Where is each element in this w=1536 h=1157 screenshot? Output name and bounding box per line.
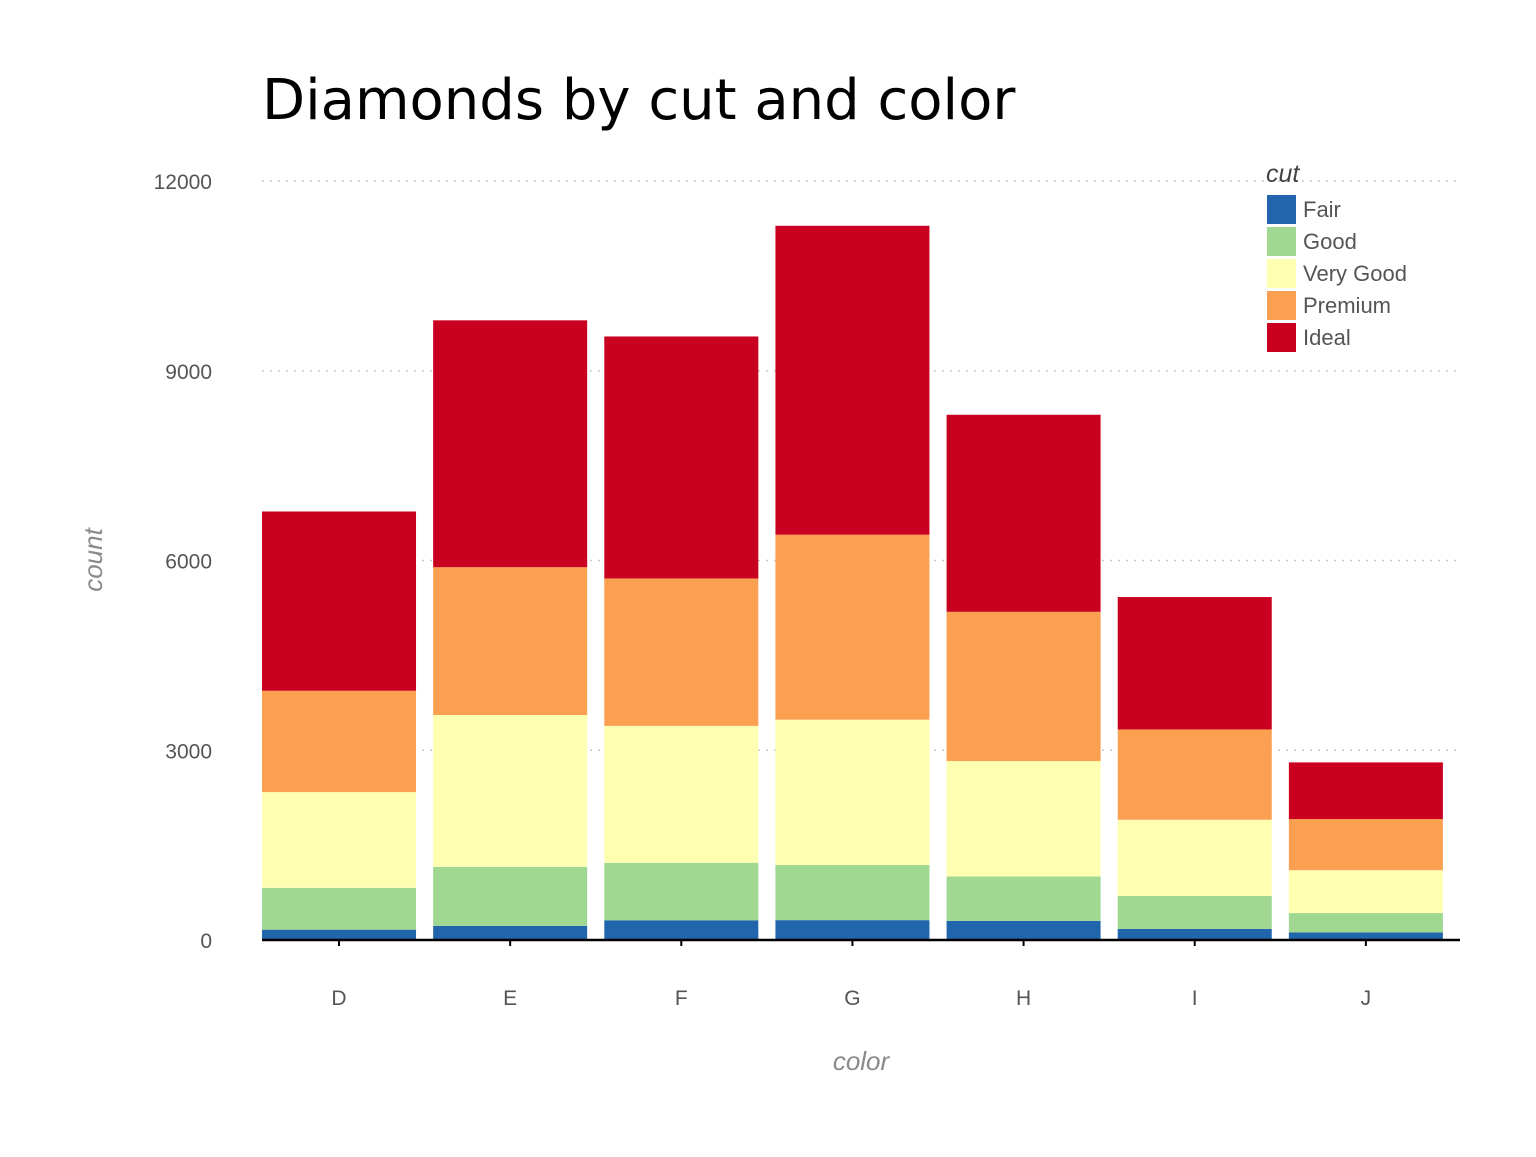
bar-segment	[775, 534, 930, 720]
bar-segment	[262, 792, 417, 888]
bar-segment	[604, 578, 759, 726]
bar-segment	[433, 567, 588, 716]
legend-label: Premium	[1303, 293, 1391, 318]
y-tick-label: 0	[200, 930, 212, 953]
legend-label: Very Good	[1303, 261, 1407, 286]
y-tick-label: 3000	[165, 740, 212, 763]
bar-segment	[946, 414, 1101, 612]
chart-title: Diamonds by cut and color	[262, 68, 1016, 133]
y-axis-title: count	[78, 526, 108, 591]
bar-segment	[604, 725, 759, 863]
legend-label: Good	[1303, 229, 1357, 254]
x-tick-label: J	[1361, 987, 1372, 1010]
bar-segment	[1117, 928, 1272, 940]
axes: 0 3000 6000 9000 12000 D E F G H I J	[154, 171, 1460, 1010]
bar-segment	[775, 920, 930, 940]
bar-segment	[775, 865, 930, 921]
bar-segment	[1288, 913, 1443, 933]
legend-swatch	[1267, 259, 1296, 288]
y-tick-label: 6000	[165, 551, 212, 574]
bars	[262, 225, 1443, 940]
x-tick-label: E	[503, 987, 517, 1010]
bar-segment	[946, 611, 1101, 762]
x-tick-label: I	[1192, 987, 1198, 1010]
bar-segment	[604, 920, 759, 940]
bar-segment	[433, 925, 588, 940]
legend: cut Fair Good Very Good Premium Ideal	[1266, 160, 1407, 352]
y-tick-label: 9000	[165, 361, 212, 384]
bar-segment	[1117, 819, 1272, 896]
bar-segment	[262, 887, 417, 930]
bar-segment	[1117, 597, 1272, 730]
bar-segment	[1117, 729, 1272, 820]
bar-segment	[946, 761, 1101, 877]
bar-segment	[1288, 819, 1443, 871]
y-tick-label: 12000	[154, 171, 212, 194]
bar-segment	[946, 920, 1101, 940]
bar-segment	[433, 866, 588, 926]
bar-segment	[433, 715, 588, 867]
legend-label: Ideal	[1303, 325, 1351, 350]
legend-swatch	[1267, 323, 1296, 352]
bar-segment	[262, 690, 417, 793]
bar-segment	[262, 929, 417, 940]
legend-swatch	[1267, 291, 1296, 320]
bar-segment	[1288, 762, 1443, 820]
bar-segment	[1117, 895, 1272, 929]
bar-segment	[1288, 870, 1443, 914]
x-tick-label: F	[675, 987, 688, 1010]
bar-segment	[775, 225, 930, 535]
bar-segment	[946, 876, 1101, 921]
bar-segment	[775, 719, 930, 866]
bar-segment	[262, 511, 417, 691]
bar-segment	[604, 862, 759, 921]
bar-segment	[1288, 932, 1443, 940]
legend-label: Fair	[1303, 197, 1341, 222]
bar-segment	[604, 336, 759, 579]
legend-title: cut	[1266, 160, 1300, 188]
bar-segment	[433, 320, 588, 568]
x-tick-label: G	[844, 987, 860, 1010]
x-axis-title: color	[833, 1046, 891, 1076]
x-tick-label: H	[1016, 987, 1031, 1010]
legend-swatch	[1267, 195, 1296, 224]
legend-swatch	[1267, 227, 1296, 256]
x-tick-label: D	[331, 987, 346, 1010]
